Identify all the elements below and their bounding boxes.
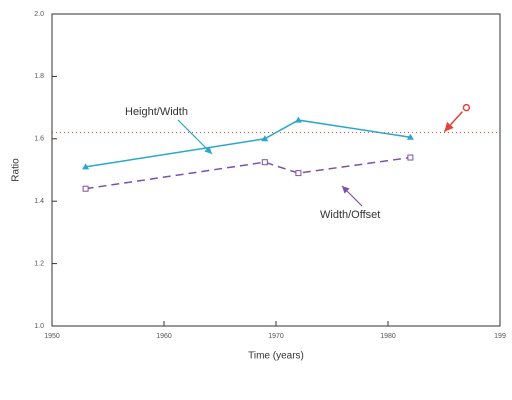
point bbox=[406, 133, 414, 140]
series-label: Width/Offset bbox=[320, 209, 380, 221]
x-tick-label: 1960 bbox=[156, 333, 172, 340]
x-tick-label: 1970 bbox=[268, 333, 284, 340]
point bbox=[407, 154, 414, 161]
annotation-arrow bbox=[177, 119, 213, 155]
y-tick-label: 1.8 bbox=[34, 73, 44, 80]
y-tick-label: 2.0 bbox=[34, 11, 44, 18]
point bbox=[82, 185, 89, 192]
x-tick-label: 1980 bbox=[380, 333, 396, 340]
x-tick-label: 1950 bbox=[44, 333, 60, 340]
series-line bbox=[85, 156, 411, 190]
plot-frame bbox=[51, 13, 501, 327]
y-tick-label: 1.0 bbox=[34, 323, 44, 330]
point bbox=[261, 159, 268, 166]
point bbox=[294, 116, 302, 123]
y-tick-label: 1.2 bbox=[34, 260, 44, 267]
annotation-arrow bbox=[341, 185, 363, 207]
x-axis-label: Time (years) bbox=[248, 351, 304, 362]
annotation-arrow bbox=[443, 111, 463, 133]
highlight-point bbox=[462, 103, 471, 112]
y-tick-label: 1.6 bbox=[34, 136, 44, 143]
point bbox=[261, 135, 269, 142]
series-line bbox=[85, 119, 411, 168]
point bbox=[295, 170, 302, 177]
x-tick-label: 199 bbox=[494, 333, 506, 340]
point bbox=[82, 163, 90, 170]
y-tick-label: 1.4 bbox=[34, 198, 44, 205]
series-label: Height/Width bbox=[125, 106, 188, 118]
y-axis-label: Ratio bbox=[11, 158, 22, 182]
